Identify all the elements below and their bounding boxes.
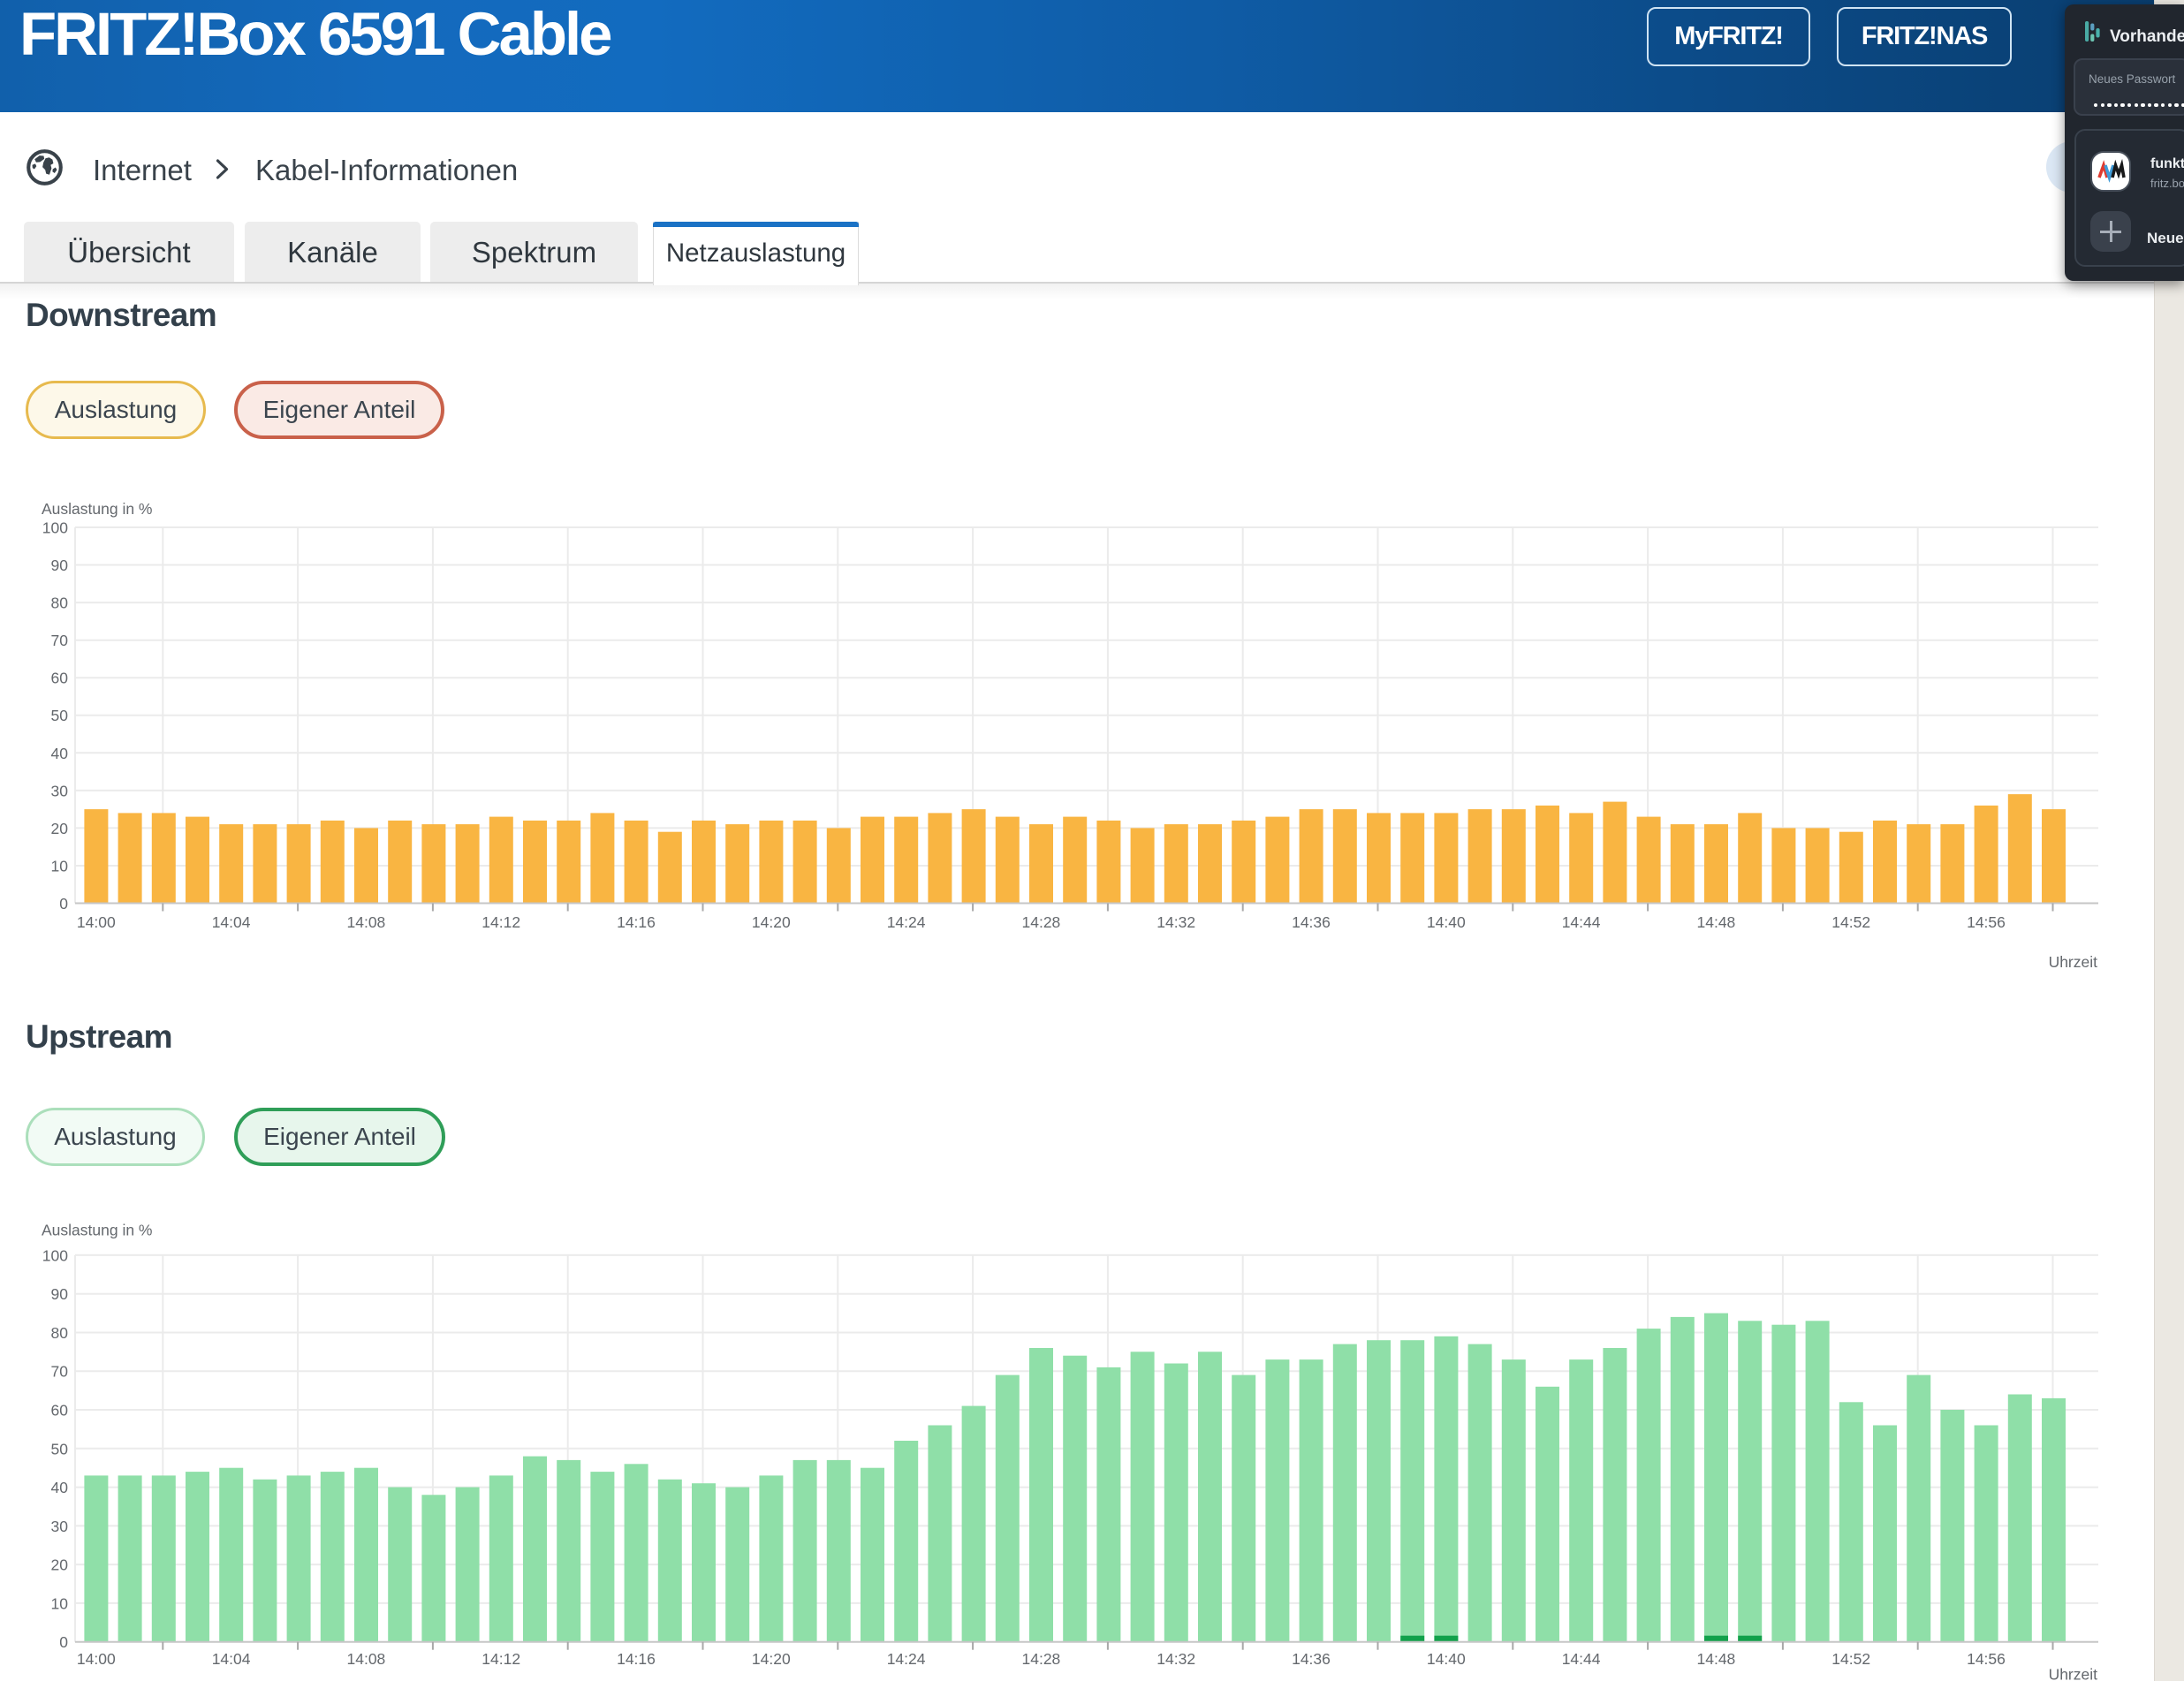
svg-text:14:44: 14:44 <box>1562 1650 1601 1668</box>
svg-text:14:12: 14:12 <box>482 1650 520 1668</box>
svg-text:60: 60 <box>51 1402 69 1420</box>
svg-text:60: 60 <box>51 670 69 687</box>
svg-text:14:48: 14:48 <box>1697 1650 1736 1668</box>
svg-text:80: 80 <box>51 594 69 612</box>
svg-text:50: 50 <box>51 1440 69 1458</box>
svg-text:Auslastung in %: Auslastung in % <box>42 500 153 518</box>
svg-text:30: 30 <box>51 782 69 799</box>
svg-text:10: 10 <box>51 858 69 875</box>
svg-text:14:24: 14:24 <box>887 913 926 931</box>
svg-text:Uhrzeit: Uhrzeit <box>2049 953 2098 971</box>
svg-text:14:28: 14:28 <box>1022 1650 1061 1668</box>
svg-text:14:48: 14:48 <box>1697 913 1736 931</box>
svg-text:14:08: 14:08 <box>347 913 386 931</box>
svg-text:14:52: 14:52 <box>1831 913 1870 931</box>
svg-text:14:16: 14:16 <box>617 1650 656 1668</box>
svg-text:50: 50 <box>51 707 69 724</box>
svg-text:14:20: 14:20 <box>752 1650 791 1668</box>
svg-text:70: 70 <box>51 1363 69 1381</box>
svg-text:14:56: 14:56 <box>1967 1650 2006 1668</box>
svg-text:14:44: 14:44 <box>1562 913 1601 931</box>
svg-text:14:28: 14:28 <box>1022 913 1061 931</box>
svg-text:Auslastung in %: Auslastung in % <box>42 1221 153 1238</box>
svg-text:14:40: 14:40 <box>1427 913 1466 931</box>
svg-text:90: 90 <box>51 1285 69 1303</box>
svg-text:10: 10 <box>51 1594 69 1612</box>
svg-text:14:36: 14:36 <box>1292 1650 1331 1668</box>
svg-text:20: 20 <box>51 1556 69 1574</box>
svg-text:14:40: 14:40 <box>1427 1650 1466 1668</box>
svg-text:20: 20 <box>51 820 69 837</box>
svg-text:14:04: 14:04 <box>212 1650 251 1668</box>
svg-text:30: 30 <box>51 1518 69 1535</box>
svg-text:14:08: 14:08 <box>347 1650 386 1668</box>
svg-text:100: 100 <box>42 1246 68 1264</box>
svg-text:0: 0 <box>59 895 68 912</box>
svg-text:70: 70 <box>51 632 69 649</box>
svg-text:90: 90 <box>51 557 69 574</box>
svg-text:14:20: 14:20 <box>752 913 791 931</box>
svg-text:Uhrzeit: Uhrzeit <box>2049 1666 2098 1681</box>
svg-text:40: 40 <box>51 745 69 762</box>
svg-text:100: 100 <box>42 519 68 537</box>
svg-text:14:24: 14:24 <box>887 1650 926 1668</box>
svg-text:14:36: 14:36 <box>1292 913 1331 931</box>
svg-text:14:00: 14:00 <box>77 913 116 931</box>
svg-text:14:52: 14:52 <box>1831 1650 1870 1668</box>
svg-text:0: 0 <box>59 1633 68 1651</box>
svg-text:14:12: 14:12 <box>482 913 520 931</box>
svg-text:14:56: 14:56 <box>1967 913 2006 931</box>
svg-text:14:00: 14:00 <box>77 1650 116 1668</box>
svg-text:14:16: 14:16 <box>617 913 656 931</box>
svg-text:14:32: 14:32 <box>1156 913 1195 931</box>
svg-text:14:04: 14:04 <box>212 913 251 931</box>
svg-text:40: 40 <box>51 1479 69 1496</box>
svg-text:80: 80 <box>51 1324 69 1342</box>
svg-text:14:32: 14:32 <box>1156 1650 1195 1668</box>
